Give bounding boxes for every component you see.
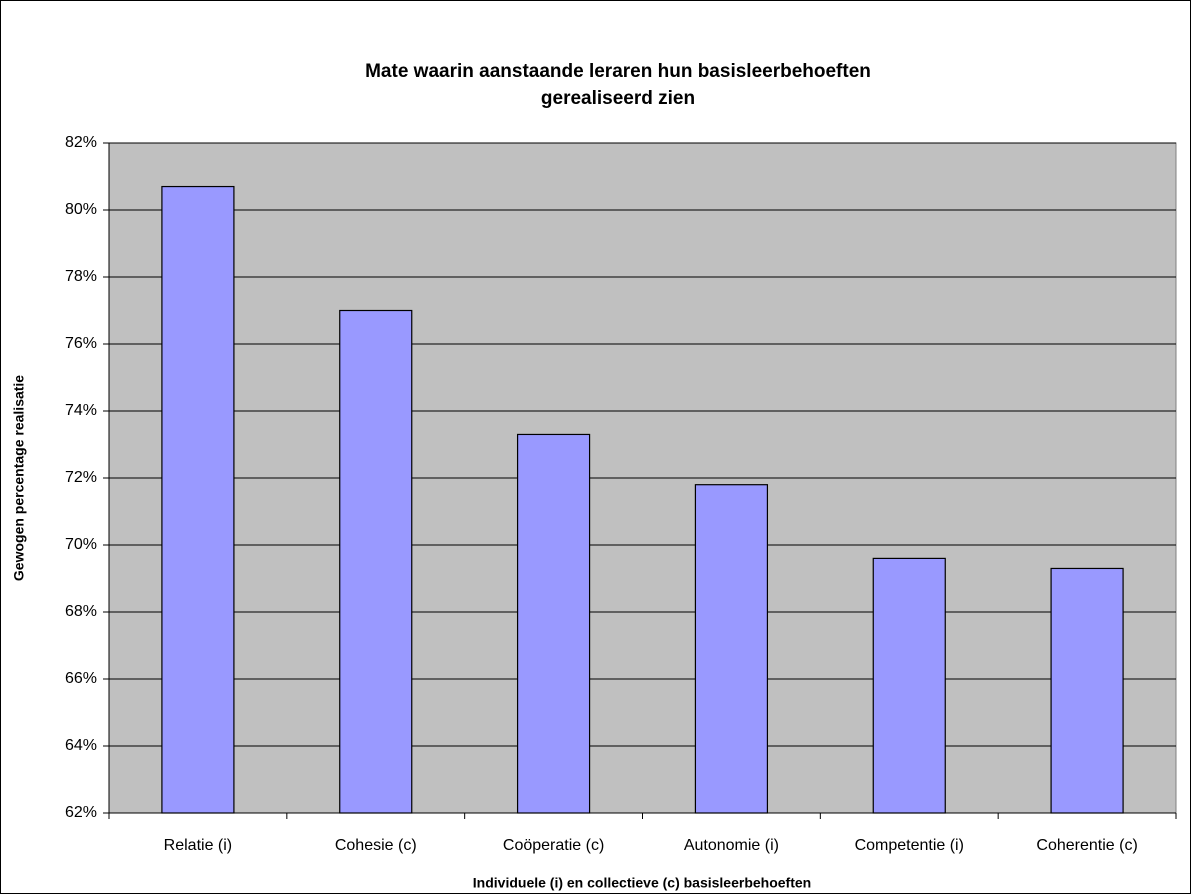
y-tick-label: 72%	[65, 469, 97, 486]
y-axis-label: Gewogen percentage realisatie	[11, 375, 27, 581]
chart-title: gerealiseerd zien	[541, 88, 695, 109]
bar	[872, 557, 946, 814]
y-tick-label: 78%	[65, 268, 97, 285]
y-tick-label: 76%	[65, 335, 97, 352]
y-tick-label: 64%	[65, 737, 97, 754]
y-tick-label: 68%	[65, 603, 97, 620]
x-tick-label: Relatie (i)	[164, 837, 232, 854]
y-tick-label: 70%	[65, 536, 97, 553]
bar	[694, 484, 769, 814]
x-axis-label: Individuele (i) en collectieve (c) basis…	[473, 875, 811, 891]
bar	[339, 309, 413, 814]
y-tick-label: 80%	[65, 201, 97, 218]
x-tick-label: Coherentie (c)	[1036, 837, 1137, 854]
bar	[1050, 567, 1124, 814]
x-tick-label: Autonomie (i)	[684, 837, 779, 854]
bar	[161, 185, 235, 814]
x-tick-label: Competentie (i)	[855, 837, 964, 854]
y-tick-label: 62%	[65, 804, 97, 821]
x-tick-label: Coöperatie (c)	[503, 837, 604, 854]
x-tick-label: Cohesie (c)	[335, 837, 417, 854]
chart-title: Mate waarin aanstaande leraren hun basis…	[365, 61, 871, 82]
y-tick-label: 74%	[65, 402, 97, 419]
y-tick-label: 66%	[65, 670, 97, 687]
bar	[516, 433, 591, 814]
y-tick-label: 82%	[65, 134, 97, 151]
